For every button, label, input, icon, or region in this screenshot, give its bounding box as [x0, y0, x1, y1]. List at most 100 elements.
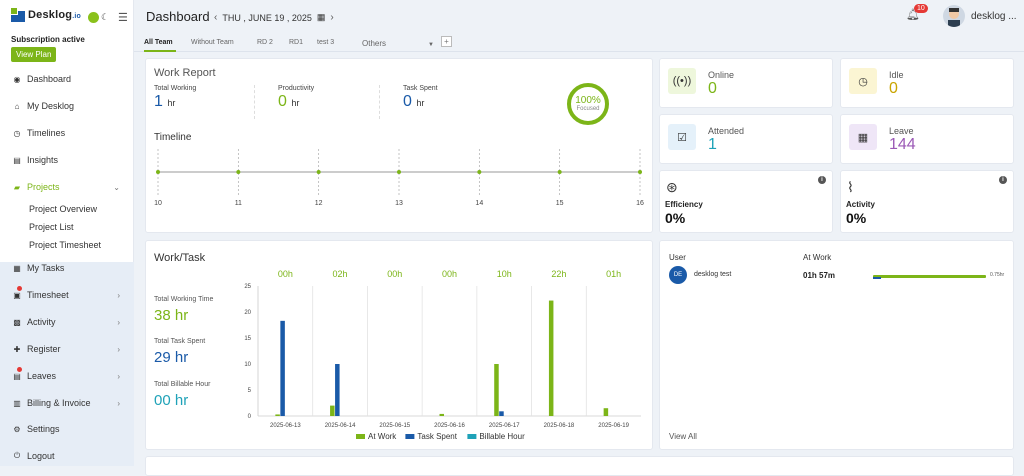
chevron-right-icon[interactable]: › — [330, 12, 334, 23]
leave-value: 144 — [889, 136, 916, 153]
top-value-label: 00h — [278, 269, 293, 279]
at-work-column-header: At Work — [803, 253, 832, 262]
user-at-work-card: User At Work DE desklog test 01h 57m 0.7… — [659, 240, 1014, 450]
bar[interactable] — [499, 411, 504, 416]
attended-card[interactable]: ☑ Attended 1 — [659, 114, 833, 164]
sidebar-subitem-project-timesheet[interactable]: Project Timesheet — [29, 240, 102, 250]
bar[interactable] — [439, 413, 445, 416]
total-billable-label: Total Billable Hour — [154, 381, 211, 388]
y-tick-label: 25 — [244, 284, 251, 290]
sidebar-item-leaves[interactable]: ▤ Leaves › — [12, 371, 130, 381]
work-task-title: Work/Task — [154, 252, 206, 264]
chevron-left-icon[interactable]: ‹ — [214, 12, 218, 23]
sidebar-subitem-project-overview[interactable]: Project Overview — [29, 204, 98, 214]
sidebar-item-projects[interactable]: ▰ Projects ⌄ — [12, 182, 130, 192]
avatar[interactable] — [943, 5, 965, 27]
menu-collapse-icon[interactable]: ☰ — [118, 12, 128, 24]
view-all-link[interactable]: View All — [669, 432, 697, 441]
idle-label: Idle — [889, 70, 904, 80]
theme-toggle[interactable]: ☾ — [88, 11, 110, 23]
team-tabs: All Team Without Team RD 2 RD1 test 3 Ot… — [134, 34, 1024, 52]
tab-without-team[interactable]: Without Team — [191, 39, 234, 46]
sidebar-item-billing[interactable]: ▥ Billing & Invoice › — [12, 398, 130, 408]
timeline-tick-label: 10 — [154, 200, 162, 207]
sidebar-subitem-project-list[interactable]: Project List — [29, 222, 74, 232]
timeline-point — [638, 170, 642, 174]
leave-card[interactable]: ▦ Leave 144 — [840, 114, 1014, 164]
clock-icon: ◷ — [13, 128, 21, 138]
info-icon[interactable]: i — [999, 176, 1007, 184]
sidebar-item-timesheet[interactable]: ▣ Timesheet › — [12, 290, 130, 300]
user-menu[interactable]: desklog ... — [971, 11, 1017, 22]
legend-label: Billable Hour — [479, 432, 525, 441]
sidebar-item-label: Dashboard — [27, 74, 72, 84]
tab-all-team[interactable]: All Team — [144, 39, 173, 46]
bar[interactable] — [548, 300, 554, 416]
app-logo[interactable]: Desklog.io — [11, 8, 81, 22]
active-tab-indicator — [144, 50, 176, 52]
sidebar-item-label: My Desklog — [27, 101, 75, 111]
tab-others-dropdown[interactable]: Others ▼ — [362, 39, 434, 48]
bar[interactable] — [603, 408, 609, 416]
total-task-spent-label: Total Task Spent — [154, 338, 206, 345]
online-card[interactable]: ((•)) Online 0 — [659, 58, 833, 108]
logo-text: Desklog.io — [28, 9, 81, 21]
efficiency-icon: ⊛ — [666, 179, 678, 195]
date-navigator: ‹ THU , JUNE 19 , 2025 ▦ › — [214, 12, 334, 23]
plus-icon: ✚ — [13, 344, 21, 354]
focus-ring: 100% Focused — [567, 83, 609, 125]
gauge-icon: ◉ — [13, 74, 21, 84]
bar[interactable] — [335, 364, 340, 416]
tab-rd1[interactable]: RD1 — [289, 39, 304, 46]
top-value-label: 00h — [442, 269, 457, 279]
sidebar-item-my-tasks[interactable]: ▦ My Tasks — [12, 263, 130, 273]
top-header: Dashboard ‹ THU , JUNE 19 , 2025 ▦ › 🔔︎ … — [134, 0, 1024, 34]
sidebar-item-my-desklog[interactable]: ⌂ My Desklog — [12, 101, 130, 111]
sidebar-item-register[interactable]: ✚ Register › — [12, 344, 130, 354]
online-label: Online — [708, 70, 735, 80]
top-value-label: 10h — [497, 269, 512, 279]
page-title: Dashboard — [146, 9, 210, 24]
at-work-value: 01h 57m — [803, 271, 836, 280]
idle-card[interactable]: ◷ Idle 0 — [840, 58, 1014, 108]
bar[interactable] — [494, 364, 499, 416]
bar[interactable] — [275, 414, 280, 416]
sidebar-item-timelines[interactable]: ◷ Timelines — [12, 128, 130, 138]
at-work-bar — [873, 275, 986, 278]
book-icon: ▤ — [13, 155, 21, 165]
total-task-spent-value: 29 hr — [154, 349, 189, 366]
sidebar-item-label: Activity — [27, 317, 56, 327]
sidebar-item-label: Register — [27, 344, 61, 354]
total-working-time-label: Total Working Time — [154, 296, 214, 303]
x-tick-label: 2025-06-13 — [270, 423, 301, 429]
calendar-icon[interactable]: ▦ — [316, 12, 326, 22]
timeline-point — [557, 170, 562, 174]
sidebar-item-settings[interactable]: ⚙ Settings — [12, 424, 130, 434]
sidebar-item-activity[interactable]: ▩ Activity › — [12, 317, 130, 327]
info-icon[interactable]: i — [818, 176, 826, 184]
sidebar-item-label: Leaves — [27, 371, 57, 381]
bar[interactable] — [330, 405, 335, 416]
tab-rd2[interactable]: RD 2 — [257, 39, 273, 46]
tab-test3[interactable]: test 3 — [317, 39, 335, 46]
bar[interactable] — [280, 320, 285, 416]
efficiency-value: 0% — [665, 210, 686, 226]
y-tick-label: 20 — [244, 310, 251, 316]
y-tick-label: 15 — [244, 336, 251, 342]
grid-icon: ▩ — [13, 317, 21, 327]
y-tick-label: 10 — [244, 362, 251, 368]
y-tick-label: 5 — [248, 388, 252, 394]
chevron-right-icon: › — [117, 344, 120, 354]
sidebar-item-dashboard[interactable]: ◉ Dashboard — [12, 74, 130, 84]
add-tab-button[interactable]: + — [441, 36, 452, 47]
x-tick-label: 2025-06-16 — [434, 423, 465, 429]
sidebar-item-label: Timesheet — [27, 290, 69, 300]
legend-label: At Work — [368, 432, 397, 441]
sidebar-item-label: Logout — [27, 451, 55, 461]
leaves-icon: ▤ — [13, 371, 21, 381]
view-plan-button[interactable]: View Plan — [11, 47, 57, 62]
attended-label: Attended — [708, 126, 745, 136]
avatar: DE — [669, 266, 687, 284]
sidebar-item-logout[interactable]: ⏻ Logout — [12, 451, 130, 461]
sidebar-item-insights[interactable]: ▤ Insights — [12, 155, 130, 165]
